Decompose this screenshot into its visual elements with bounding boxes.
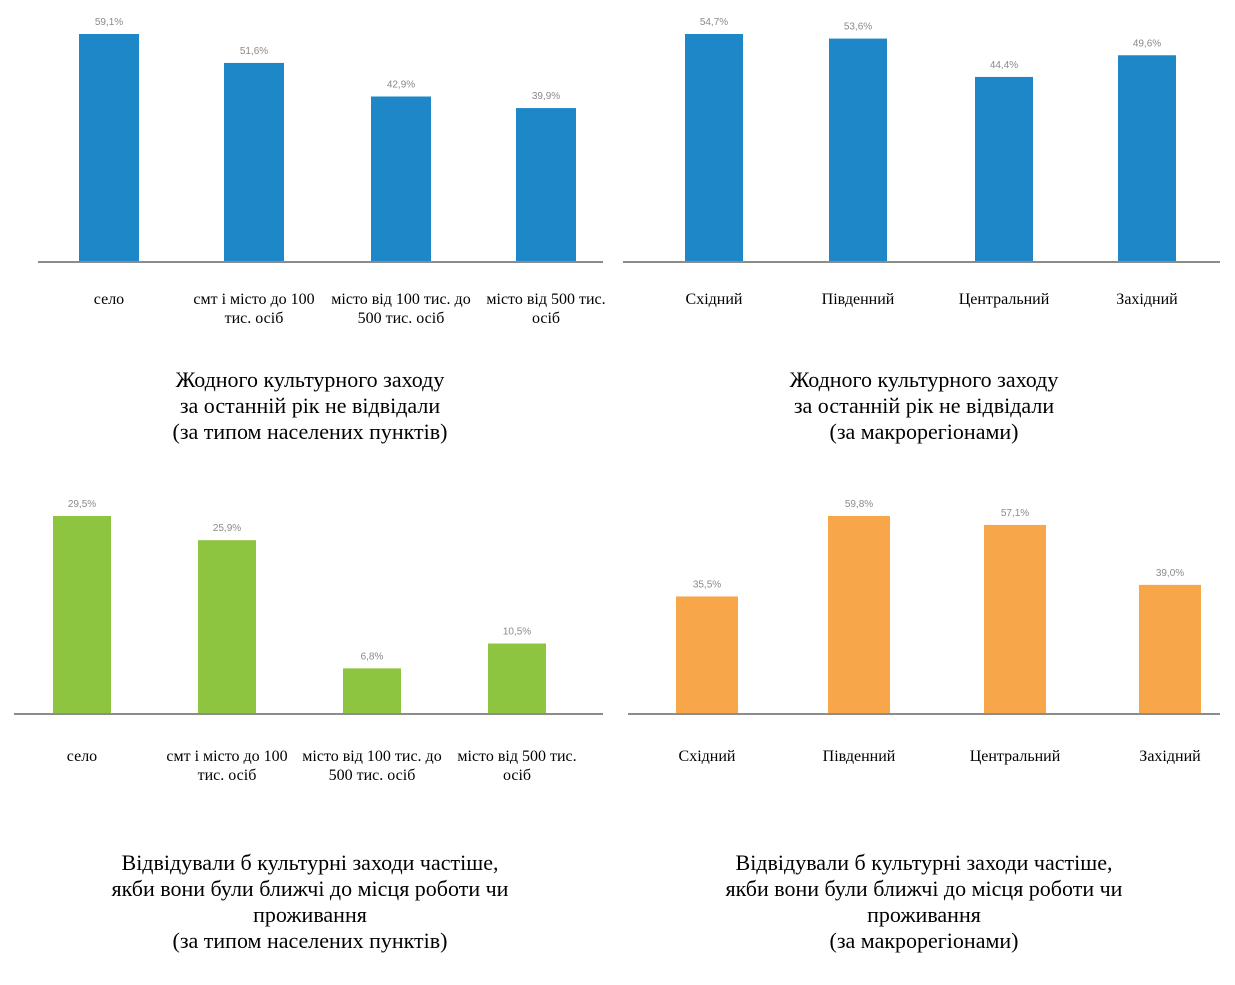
- chart-title: Відвідували б культурні заходи частіше, я…: [644, 850, 1204, 954]
- category-label: Східний: [685, 291, 743, 308]
- chart-title-line: за останній рік не відвідали: [793, 393, 1055, 418]
- category-label: смт і місто до 100 тис. осіб: [193, 291, 315, 327]
- category-label: село: [66, 748, 98, 765]
- bar: [828, 516, 890, 714]
- bar: [829, 38, 887, 263]
- chart-title-line: проживання: [867, 902, 981, 927]
- bar: [371, 96, 431, 262]
- category-label: місто від 500 тис. осіб: [457, 748, 577, 784]
- bar: [1118, 55, 1176, 263]
- bar: [685, 34, 743, 262]
- chart-title: Жодного культурного заходу за останній рі…: [30, 367, 590, 445]
- category-label: Західний: [1116, 291, 1178, 308]
- category-label: місто від 100 тис. до 500 тис. осіб: [331, 291, 471, 327]
- value-label: 57,1%: [1001, 508, 1029, 519]
- value-label: 51,6%: [240, 46, 268, 57]
- bar: [1139, 584, 1201, 714]
- value-label: 49,6%: [1133, 38, 1161, 49]
- category-label: Східний: [678, 748, 736, 765]
- category-label: місто від 500 тис. осіб: [486, 291, 606, 327]
- chart-title-line: Відвідували б культурні заходи частіше,: [735, 850, 1113, 875]
- category-label: смт і місто до 100 тис. осіб: [166, 748, 288, 784]
- value-label: 59,8%: [845, 499, 873, 510]
- value-label: 29,5%: [68, 499, 96, 510]
- category-label: Західний: [1139, 748, 1201, 765]
- category-label: Південний: [822, 748, 896, 765]
- value-label: 39,9%: [532, 91, 560, 102]
- bar: [198, 540, 256, 714]
- value-label: 42,9%: [387, 79, 415, 90]
- value-label: 59,1%: [95, 17, 123, 28]
- category-label: село: [93, 291, 125, 308]
- value-label: 6,8%: [361, 651, 384, 662]
- category-label: Південний: [821, 291, 895, 308]
- chart-title-line: якби вони були ближчі до місця роботи чи: [111, 876, 509, 901]
- chart-title-line: (за типом населених пунктів): [172, 928, 448, 953]
- chart-title-line: Жодного культурного заходу: [175, 367, 445, 392]
- category-label: Центральний: [958, 291, 1050, 308]
- bar: [516, 108, 576, 262]
- bar: [53, 516, 111, 714]
- category-label: Центральний: [969, 748, 1061, 765]
- chart-title: Жодного культурного заходу за останній рі…: [644, 367, 1204, 445]
- chart-title-line: Жодного культурного заходу: [789, 367, 1059, 392]
- bar: [79, 34, 139, 262]
- category-label: місто від 100 тис. до 500 тис. осіб: [302, 748, 442, 784]
- bar: [343, 668, 401, 714]
- value-label: 54,7%: [700, 17, 728, 28]
- chart-title-line: (за макрорегіонами): [829, 928, 1019, 953]
- chart-title-line: (за макрорегіонами): [829, 419, 1019, 444]
- value-label: 25,9%: [213, 523, 241, 534]
- bar: [676, 596, 738, 714]
- chart-title-line: за останній рік не відвідали: [179, 393, 441, 418]
- value-label: 35,5%: [693, 579, 721, 590]
- chart-title-line: якби вони були ближчі до місця роботи чи: [725, 876, 1123, 901]
- bar: [224, 62, 284, 263]
- chart-title-line: Відвідували б культурні заходи частіше,: [121, 850, 499, 875]
- bar: [975, 76, 1033, 262]
- value-label: 10,5%: [503, 627, 531, 638]
- chart-title: Відвідували б культурні заходи частіше, я…: [30, 850, 590, 954]
- value-label: 44,4%: [990, 60, 1018, 71]
- chart-title-line: проживання: [253, 902, 367, 927]
- value-label: 39,0%: [1156, 568, 1184, 579]
- value-label: 53,6%: [844, 22, 872, 33]
- bar: [984, 524, 1046, 714]
- bar: [488, 643, 546, 714]
- chart-title-line: (за типом населених пунктів): [172, 419, 448, 444]
